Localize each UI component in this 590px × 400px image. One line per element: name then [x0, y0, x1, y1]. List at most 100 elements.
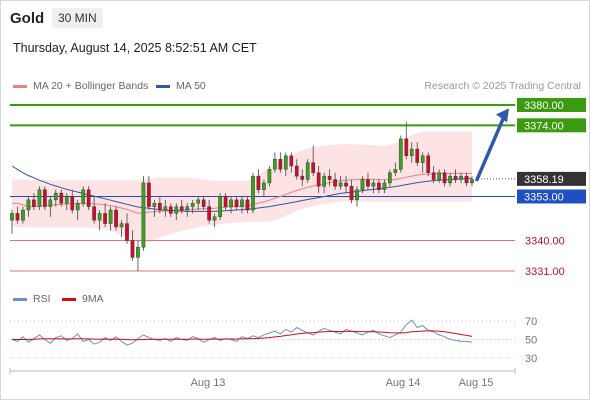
candle-body [59, 192, 64, 204]
candle-body [267, 169, 272, 184]
projection-arrow-shaft [475, 112, 507, 182]
candle-body [108, 209, 113, 224]
x-tick-label: Aug 13 [191, 377, 226, 389]
candle-body [97, 213, 102, 221]
candle-body [190, 203, 195, 207]
rsi-tick-50: 50 [525, 335, 537, 347]
level-tag-3358.19 [517, 171, 586, 186]
candle-body [53, 192, 58, 201]
candle-body [459, 175, 463, 180]
candle-body [212, 216, 217, 221]
rsi-ma-line [12, 330, 473, 341]
interval-button[interactable]: 30 MIN [52, 8, 103, 28]
ma50-swatch-icon [156, 84, 170, 88]
candle-body [398, 138, 403, 170]
instrument-title: Gold [10, 10, 45, 27]
legend-ma50-label: MA 50 [176, 80, 206, 92]
candle-body [316, 172, 321, 187]
candle-body [48, 199, 53, 207]
level-label-3358.19: 3358.19 [524, 174, 564, 186]
candle-body [223, 196, 228, 207]
legend-9ma: 9MA [62, 293, 104, 305]
candle-body [366, 179, 370, 187]
candle-body [294, 165, 299, 177]
candle-body [420, 155, 425, 163]
candle-body [251, 175, 255, 211]
candle-body [185, 206, 190, 211]
candle-body [26, 199, 31, 211]
candle-body [426, 155, 431, 173]
level-tag-3380.00 [517, 98, 586, 112]
candle-body [32, 199, 36, 207]
candle-body [70, 196, 75, 211]
level-tag-3353.00 [517, 189, 586, 204]
candle-body [311, 162, 316, 173]
rsi-swatch-icon [13, 297, 27, 301]
candle-body [218, 196, 222, 217]
candle-body [382, 182, 387, 190]
candle-body [152, 203, 157, 207]
candle-body [125, 223, 129, 241]
candle-body [344, 182, 348, 187]
level-label-3353.00: 3353.00 [524, 191, 564, 203]
level-label-3380.00: 3380.00 [524, 100, 564, 112]
level-label-3374.00: 3374.00 [524, 120, 564, 132]
rsi-tick-30: 30 [525, 353, 537, 365]
candle-body [360, 179, 365, 190]
ma20-swatch-icon [13, 84, 27, 88]
bollinger-band [12, 131, 472, 243]
candle-body [305, 162, 310, 180]
timestamp: Thursday, August 14, 2025 8:52:51 AM CET [13, 41, 257, 55]
candle-body [75, 203, 80, 211]
candle-body [168, 206, 173, 214]
candle-body [136, 247, 140, 258]
candle-body [289, 155, 294, 167]
rsi-line [11, 319, 473, 346]
level-label-3340.00: 3340.00 [525, 236, 565, 248]
candle-body [464, 175, 469, 184]
legend-ma20-label: MA 20 + Bollinger Bands [33, 80, 149, 92]
candle-body [163, 206, 168, 211]
candle-body [404, 138, 409, 157]
level-label-3331.00: 3331.00 [525, 266, 565, 278]
candle-body [388, 172, 392, 184]
candle-body [393, 169, 398, 173]
candle-body [327, 175, 332, 180]
x-tick-label: Aug 15 [459, 377, 494, 389]
legend-rsi-label: RSI [33, 293, 51, 305]
candle-body [234, 199, 239, 207]
candle-body [338, 182, 343, 187]
candle-body [437, 172, 441, 180]
candle-body [147, 182, 151, 207]
candle-body [229, 199, 233, 207]
candle-body [273, 159, 277, 170]
candle-body [196, 199, 201, 204]
candle-body [81, 189, 86, 204]
candle-body [130, 240, 135, 258]
candle-body [371, 182, 376, 187]
candle-body [37, 189, 42, 207]
candle-body [179, 206, 184, 211]
candle-body [10, 213, 14, 221]
candle-body [174, 206, 179, 214]
candle-body [256, 175, 261, 190]
candle-body [119, 223, 124, 228]
candle-body [262, 182, 266, 190]
ma9-swatch-icon [62, 297, 76, 301]
candle-body [322, 175, 326, 187]
projection-arrow-head-icon [496, 108, 509, 123]
candle-body [15, 213, 20, 221]
candle-body [453, 175, 458, 180]
candle-body [245, 199, 250, 211]
candle-body [103, 213, 107, 224]
candle-body [333, 179, 337, 187]
candle-body [158, 203, 162, 211]
candle-body [355, 189, 359, 201]
candle-body [278, 159, 283, 170]
candle-body [240, 199, 244, 207]
candle-body [92, 206, 96, 221]
candle-body [448, 175, 452, 184]
candle-body [86, 189, 91, 207]
legend-rsi: RSI [13, 293, 51, 305]
